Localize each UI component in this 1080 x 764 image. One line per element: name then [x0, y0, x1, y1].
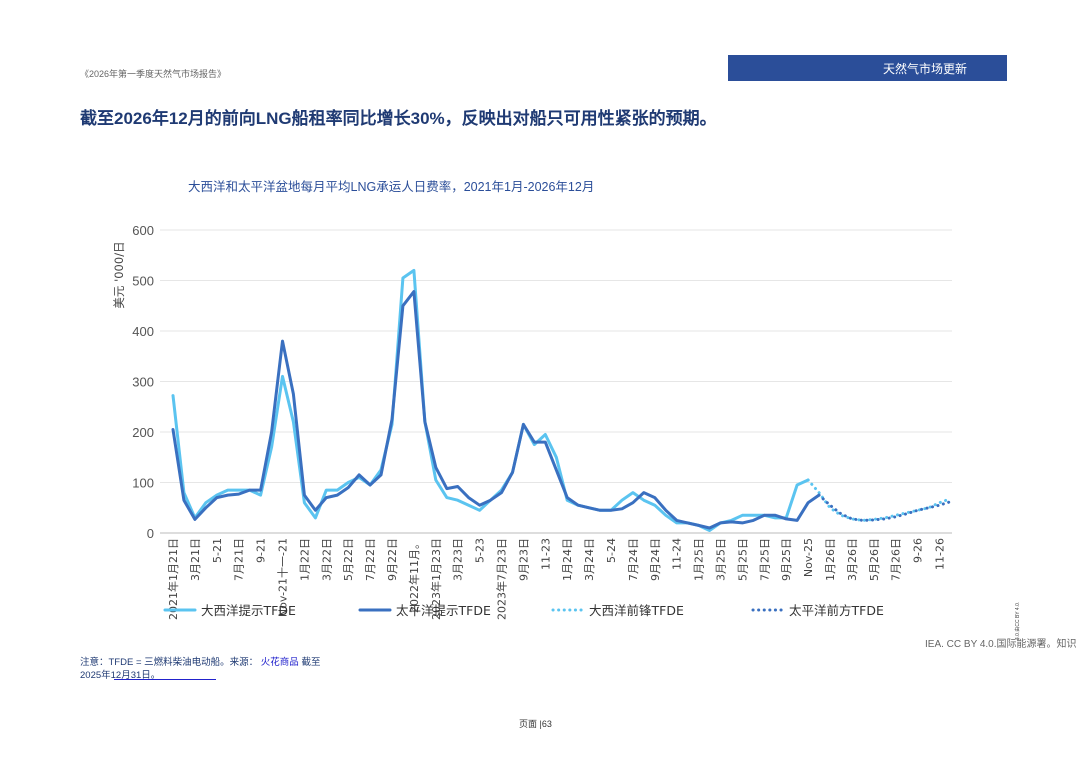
x-tick-label: 7月21日 — [233, 538, 246, 581]
note-underline — [114, 679, 216, 680]
side-note: 4.0.由CC BY 4.0. — [1015, 601, 1021, 640]
x-tick-label: 3月23日 — [452, 538, 465, 581]
y-tick-label: 400 — [132, 324, 154, 339]
x-tick-label: 9-21 — [255, 538, 268, 563]
y-tick-label: 500 — [132, 274, 154, 289]
chart-note: 注意：TFDE = 三燃料柴油电动船。来源： 火花商品 截至 2025年12月3… — [80, 656, 320, 682]
x-tick-label: 11-23 — [539, 538, 552, 570]
section-label: 天然气市场更新 — [882, 61, 967, 76]
x-tick-label: 5-21 — [211, 538, 224, 563]
x-tick-label: 5-23 — [474, 538, 487, 563]
x-tick-label: 11-26 — [934, 538, 947, 570]
series-line-1 — [171, 268, 810, 532]
x-tick-label: 1月25日 — [693, 538, 706, 581]
x-tick-label: 7月24日 — [627, 538, 640, 581]
legend-label: 大西洋提示TFDE — [201, 603, 296, 618]
y-tick-label: 100 — [132, 476, 154, 491]
y-tick-label: 0 — [147, 526, 154, 541]
x-tick-label: 5-24 — [605, 538, 618, 563]
x-tick-label: 3月21日 — [189, 538, 202, 581]
x-tick-label: 5月25日 — [736, 538, 749, 581]
x-tick-label: 9月22日 — [386, 538, 399, 581]
x-tick-label: 9-26 — [912, 538, 925, 563]
x-tick-label: 9月24日 — [649, 538, 662, 581]
x-tick-label: 9月23日 — [517, 538, 530, 581]
x-tick-label: 3月26日 — [846, 538, 859, 581]
y-tick-label: 600 — [132, 223, 154, 238]
x-tick-label: 1月24日 — [561, 538, 574, 581]
series-line-3 — [806, 478, 952, 522]
section-banner: 天然气市场更新 — [728, 55, 1007, 81]
x-tick-label: Nov-21十一-21 — [276, 538, 290, 617]
legend-label: 大西洋前锋TFDE — [589, 603, 684, 618]
page-headline: 截至2026年12月的前向LNG船租率同比增长30%，反映出对船只可用性紧张的预… — [80, 109, 717, 128]
source-link[interactable]: 火花商品 — [260, 657, 299, 668]
legend-label: 太平洋提示TFDE — [396, 603, 491, 618]
series-line-4 — [817, 493, 952, 522]
x-tick-label: 1月26日 — [824, 538, 837, 581]
x-tick-label: 7月25日 — [758, 538, 771, 581]
license-text: IEA. CC BY 4.0.国际能源署。知识 — [925, 639, 1077, 650]
x-tick-label: Nov-25 — [802, 538, 815, 577]
y-tick-label: 200 — [132, 425, 154, 440]
note-date: 2025年12月31日。 — [80, 670, 161, 681]
report-title: 《2026年第一季度天然气市场报告》 — [80, 69, 227, 79]
x-tick-label: 5月22日 — [342, 538, 355, 581]
x-tick-label: 3月22日 — [320, 538, 333, 581]
x-tick-label: 7月26日 — [890, 538, 903, 581]
x-tick-label: 7月22日 — [364, 538, 377, 581]
x-tick-label: 2023年7月23日 — [495, 538, 509, 620]
y-axis-label: 美元 '000/日 — [112, 241, 126, 308]
page-number: 页面 |63 — [519, 719, 552, 729]
x-tick-label: 5月26日 — [868, 538, 881, 581]
x-tick-label: 2023年1月23日 — [429, 538, 443, 620]
x-tick-label: 2021年1月21日 — [166, 538, 180, 620]
series-line-2 — [171, 290, 821, 530]
legend-label: 太平洋前方TFDE — [789, 603, 884, 618]
line-chart: 0 100 200 300 400 500 600 美元 '000/日 2021年1月21日 3月… — [112, 223, 952, 620]
x-tick-label: 11-24 — [671, 538, 684, 570]
x-tick-label: 2022年11月。 — [407, 538, 421, 613]
note-prefix: 注意：TFDE = 三燃料柴油电动船。来源： — [80, 657, 259, 668]
x-tick-label: 3月24日 — [583, 538, 596, 581]
chart-title: 大西洋和太平洋盆地每月平均LNG承运人日费率，2021年1月-2026年12月 — [188, 180, 595, 194]
y-tick-label: 300 — [132, 375, 154, 390]
note-suffix: 截至 — [301, 657, 321, 668]
x-tick-label: 3月25日 — [715, 538, 728, 581]
x-tick-label: 1月22日 — [298, 538, 311, 581]
x-tick-label: 9月25日 — [780, 538, 793, 581]
